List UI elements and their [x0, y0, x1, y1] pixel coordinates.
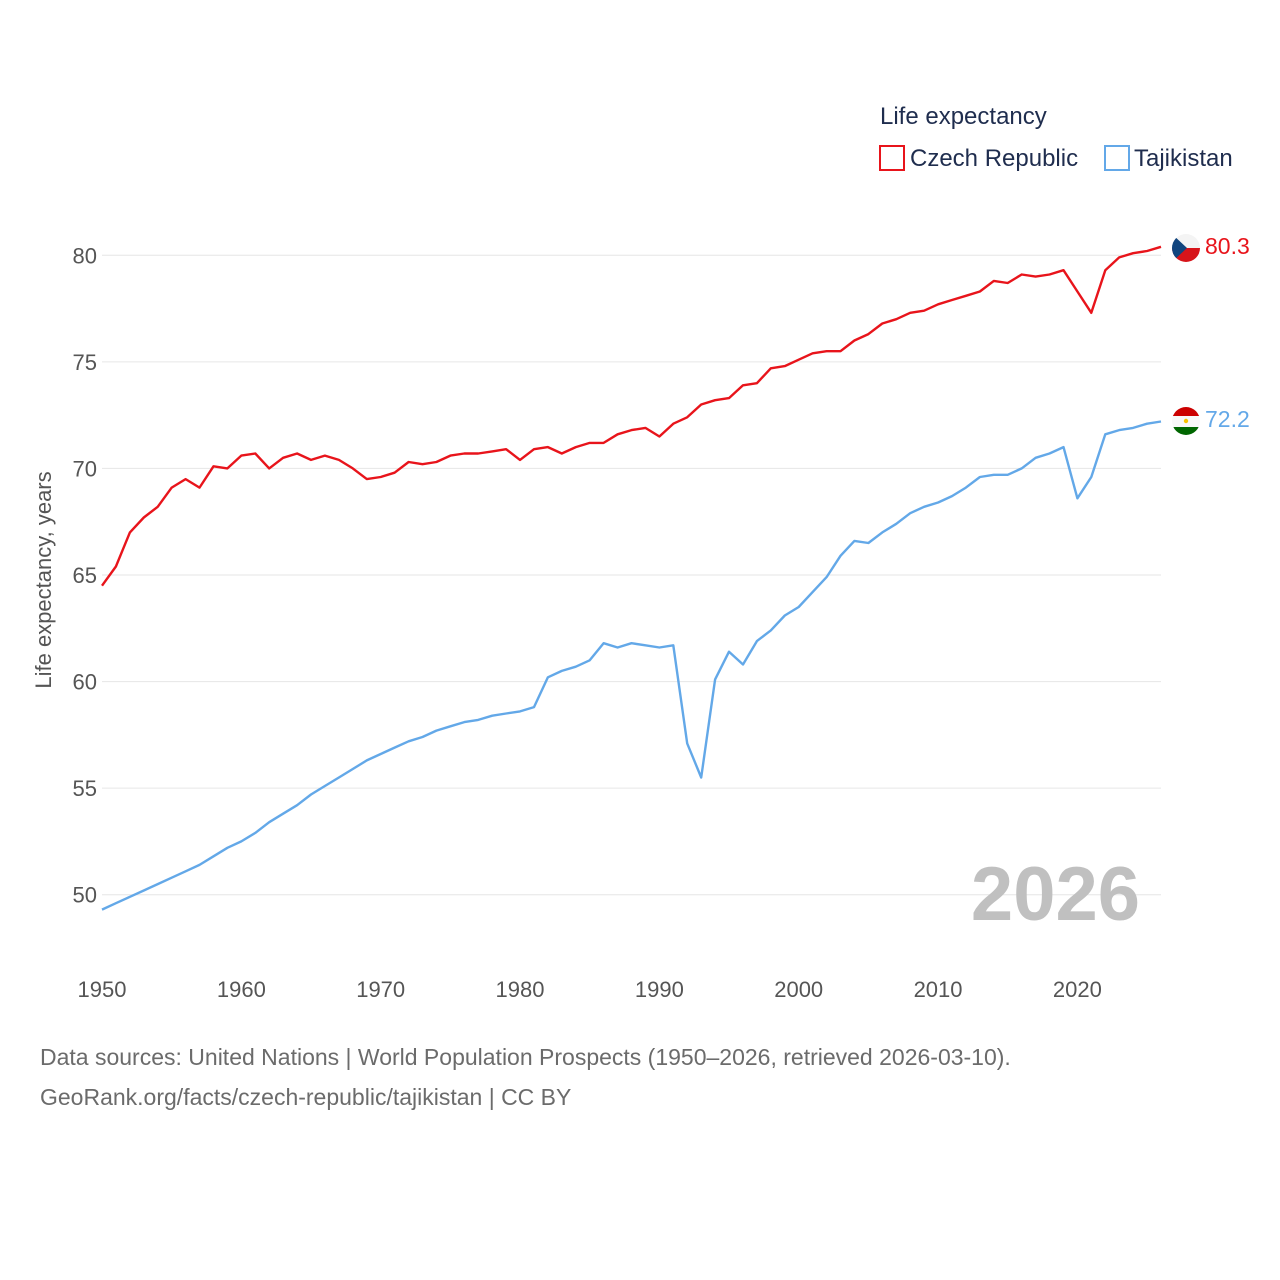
- y-tick-label: 80: [73, 243, 97, 268]
- y-tick-label: 65: [73, 563, 97, 588]
- year-watermark: 2026: [971, 852, 1140, 937]
- gridlines: [102, 254, 1161, 896]
- x-axis-ticks: 1950 1960 1970 1980 1990 2000 2010 2020: [78, 977, 1102, 1002]
- y-axis-ticks: 50 55 60 65 70 75 80: [73, 243, 97, 907]
- x-tick-label: 1950: [78, 977, 127, 1002]
- legend-item-tajikistan[interactable]: Tajikistan: [1104, 145, 1233, 172]
- y-tick-label: 60: [73, 670, 97, 695]
- y-tick-label: 75: [73, 350, 97, 375]
- legend-swatch-tajikistan: [1104, 145, 1130, 171]
- y-tick-label: 50: [73, 883, 97, 908]
- tajik-flag-icon: [1172, 407, 1200, 435]
- y-tick-label: 55: [73, 776, 97, 801]
- czech-flag-icon: [1172, 234, 1200, 262]
- footer-link[interactable]: GeoRank.org/facts/czech-republic/tajikis…: [40, 1084, 572, 1110]
- legend: Life expectancy Czech Republic Tajikista…: [879, 103, 1233, 172]
- end-value-czech-republic: 80.3: [1205, 233, 1250, 259]
- x-tick-label: 2020: [1053, 977, 1102, 1002]
- legend-title: Life expectancy: [880, 103, 1047, 130]
- end-value-tajikistan: 72.2: [1205, 406, 1250, 432]
- x-tick-label: 1970: [356, 977, 405, 1002]
- legend-label-czech-republic: Czech Republic: [910, 145, 1078, 172]
- x-tick-label: 1990: [635, 977, 684, 1002]
- y-tick-label: 70: [73, 456, 97, 481]
- life-expectancy-chart: Life expectancy Czech Republic Tajikista…: [31, 103, 1250, 1002]
- y-axis-label: Life expectancy, years: [31, 471, 56, 688]
- x-tick-label: 2010: [914, 977, 963, 1002]
- footer-sources: Data sources: United Nations | World Pop…: [40, 1044, 1011, 1070]
- series-line-tajikistan: [101, 420, 1162, 911]
- x-tick-label: 2000: [774, 977, 823, 1002]
- series-line-czech-republic: [101, 245, 1162, 587]
- x-tick-label: 1980: [496, 977, 545, 1002]
- legend-swatch-czech-republic: [879, 145, 905, 171]
- legend-label-tajikistan: Tajikistan: [1134, 145, 1233, 172]
- legend-item-czech-republic[interactable]: Czech Republic: [879, 145, 1078, 172]
- series-lines: [101, 245, 1162, 911]
- x-tick-label: 1960: [217, 977, 266, 1002]
